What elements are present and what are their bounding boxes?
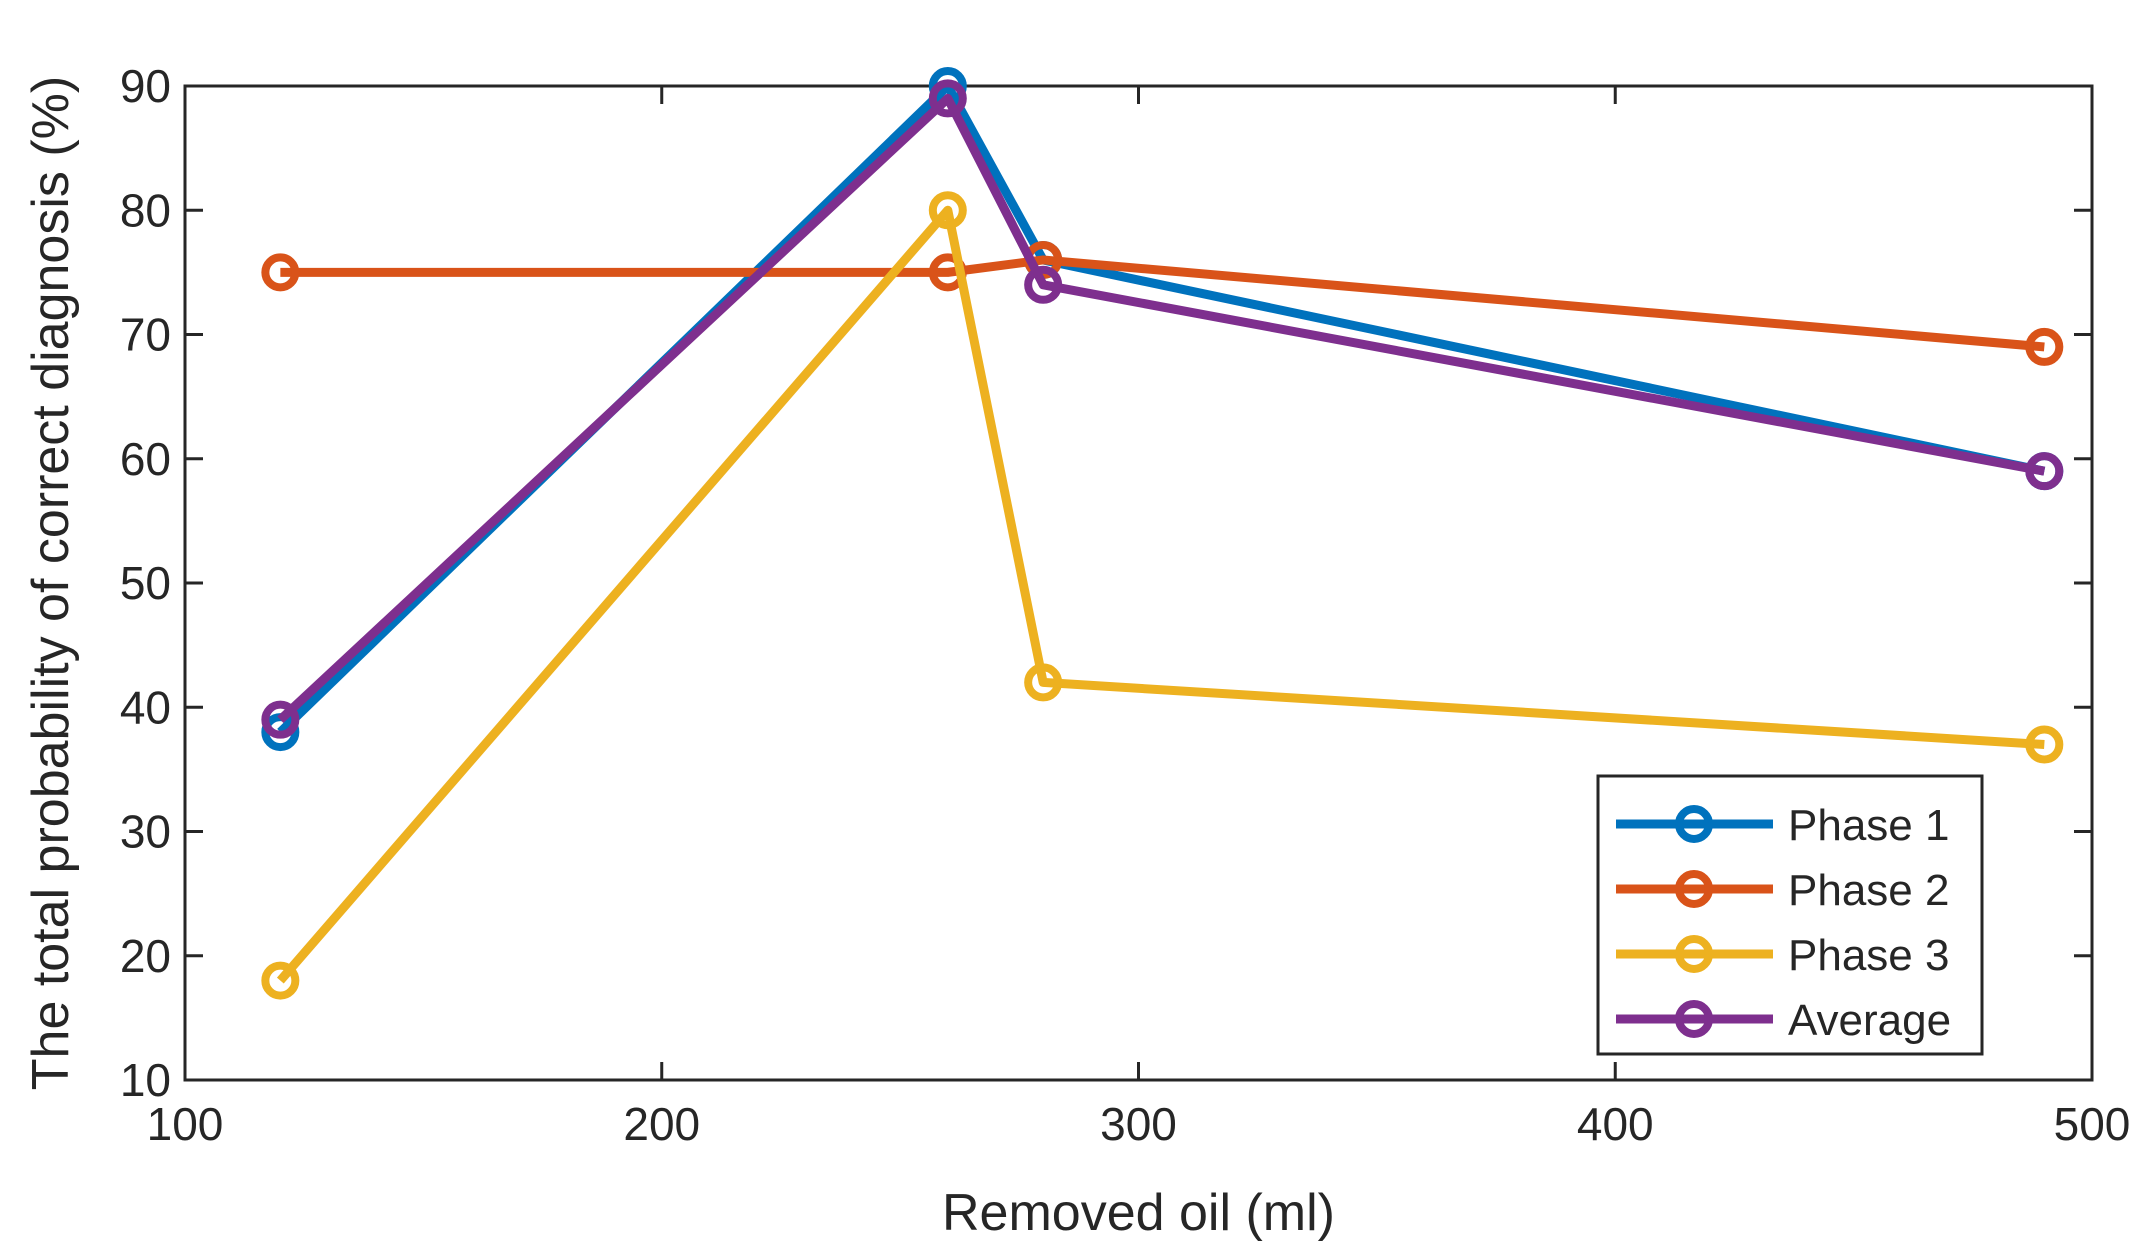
series-line: [276, 205, 2045, 984]
legend-item: Phase 1: [1616, 801, 1949, 850]
data-point-marker: [2025, 452, 2064, 491]
legend-item: Phase 2: [1616, 866, 1949, 915]
y-tick-label: 80: [120, 184, 171, 236]
series-phase-3: [261, 191, 2064, 1000]
data-point-marker: [2025, 725, 2064, 764]
legend-item: Phase 3: [1616, 931, 1949, 980]
legend-label: Phase 2: [1788, 866, 1949, 915]
y-tick-label: 70: [120, 309, 171, 361]
data-point-marker: [261, 961, 300, 1000]
data-point-marker: [2025, 327, 2064, 366]
y-axis-title: The total probability of correct diagnos…: [22, 76, 80, 1090]
legend-label: Phase 1: [1788, 801, 1949, 850]
y-tick-label: 90: [120, 60, 171, 112]
x-axis-title: Removed oil (ml): [942, 1184, 1335, 1242]
legend-item: Average: [1616, 996, 1951, 1045]
y-tick-label: 20: [120, 930, 171, 982]
series-lines: [261, 67, 2064, 1000]
data-point-marker: [261, 700, 300, 739]
legend-swatch-marker: [1675, 805, 1713, 843]
y-tick-label: 60: [120, 433, 171, 485]
legend-swatch-marker: [1675, 870, 1713, 908]
y-tick-label: 50: [120, 557, 171, 609]
series-line: [280, 255, 2045, 352]
x-tick-label: 100: [147, 1098, 224, 1150]
data-point-marker: [1024, 265, 1063, 304]
legend-swatch-marker: [1675, 1000, 1713, 1038]
x-tick-label: 500: [2054, 1098, 2131, 1150]
series-average: [261, 79, 2064, 739]
x-tick-label: 300: [1100, 1098, 1177, 1150]
legend-label: Average: [1788, 996, 1951, 1045]
data-point-marker: [928, 191, 967, 230]
data-point-marker: [1024, 663, 1063, 702]
legend: Phase 1 Phase 2 Phase 3 Average: [1596, 774, 1984, 1056]
legend-swatch-marker: [1675, 935, 1713, 973]
data-point-marker: [261, 253, 300, 292]
legend-label: Phase 3: [1788, 931, 1949, 980]
data-point-marker: [928, 79, 967, 118]
x-tick-label: 400: [1577, 1098, 1654, 1150]
y-tick-label: 40: [120, 681, 171, 733]
axes: 100 200 300 400 500 10 20 30 40 50 60 70 80 90 Removed…: [22, 60, 2130, 1242]
y-tick-label: 10: [120, 1054, 171, 1106]
x-tick-label: 200: [623, 1098, 700, 1150]
y-tick-label: 30: [120, 806, 171, 858]
series-line: [277, 93, 2046, 723]
